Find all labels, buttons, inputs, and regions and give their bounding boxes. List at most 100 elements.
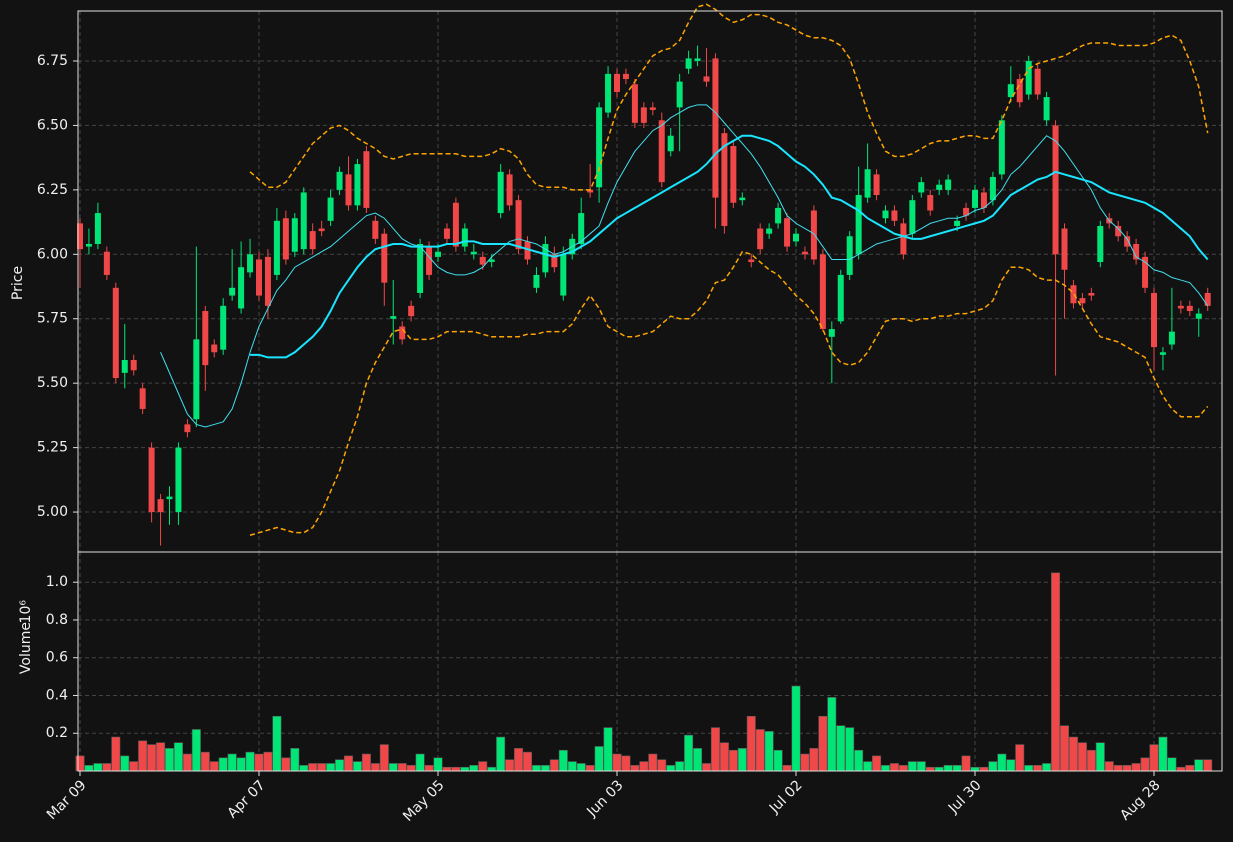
candle-body: [264, 256, 271, 306]
volume-bar: [755, 729, 765, 772]
volume-bar: [612, 753, 622, 772]
candle-body: [148, 447, 155, 513]
candle-body: [658, 120, 665, 183]
volume-bar: [809, 748, 819, 772]
volume-bar: [1060, 725, 1070, 772]
candle-body: [1151, 292, 1157, 348]
candle-body: [909, 200, 916, 234]
candle-body: [1097, 225, 1104, 263]
volume-bar: [111, 736, 121, 772]
volume-bar: [200, 751, 210, 772]
candle-body: [605, 73, 612, 113]
candle-body: [372, 220, 379, 239]
candle-body: [318, 228, 325, 232]
volume-bar: [1086, 749, 1096, 772]
candle-body: [479, 256, 486, 265]
volume-bar: [290, 748, 300, 772]
y-tick-label: 6.00: [37, 246, 68, 262]
candle-body: [139, 388, 146, 409]
volume-bar: [1042, 763, 1052, 772]
candle-body: [175, 447, 182, 513]
candle-body: [157, 499, 164, 513]
volume-bar: [576, 763, 586, 772]
candle-body: [873, 174, 880, 196]
volume-bar: [684, 734, 694, 772]
volume-bar: [648, 753, 658, 772]
candle-body: [766, 228, 773, 234]
volume-bar: [1203, 759, 1213, 772]
candle-body: [989, 176, 996, 201]
volume-bar: [719, 742, 729, 772]
volume-bar: [710, 727, 720, 772]
volume-bar: [1167, 757, 1177, 772]
volume-bar: [75, 755, 85, 772]
volume-bar: [272, 715, 282, 772]
volume-bar: [84, 765, 94, 772]
volume-bar: [1104, 761, 1114, 772]
candle-body: [112, 287, 119, 379]
candle-body: [238, 267, 245, 309]
candle-body: [166, 496, 173, 500]
candle-body: [1070, 285, 1077, 304]
candle-body: [542, 243, 549, 273]
volume-bar: [406, 765, 416, 772]
volume-bar: [961, 755, 971, 772]
candle-body: [94, 213, 101, 244]
candle-body: [1115, 225, 1122, 237]
volume-bar: [352, 761, 362, 772]
candle-body: [1195, 313, 1202, 319]
candle-body: [927, 195, 934, 211]
candle-body: [399, 326, 406, 340]
candle-body: [918, 182, 925, 193]
y-tick-label: 6.50: [37, 117, 68, 133]
volume-bar: [630, 765, 640, 772]
candle-body: [703, 76, 710, 82]
volume-bar: [370, 763, 380, 772]
volume-bar: [531, 765, 541, 772]
volume-bar: [925, 766, 935, 772]
candle-body: [184, 424, 191, 433]
volume-bar: [1068, 736, 1078, 772]
candle-body: [676, 81, 683, 108]
candle-body: [649, 107, 656, 110]
candle-body: [551, 254, 558, 268]
candle-body: [506, 174, 513, 206]
y-tick-label: 5.25: [37, 440, 68, 456]
volume-bar: [701, 763, 711, 772]
volume-bar: [728, 749, 738, 772]
candle-body: [229, 287, 236, 296]
candle-body: [757, 228, 764, 250]
volume-bar: [308, 763, 318, 772]
volume-bar: [442, 766, 452, 772]
volume-bar: [496, 736, 506, 772]
candle-body: [963, 207, 970, 216]
volume-bar: [361, 753, 371, 772]
volume-bar: [836, 725, 846, 772]
volume-bar: [585, 765, 595, 772]
candle-body: [891, 210, 898, 221]
candle-body: [300, 192, 307, 250]
volume-bar: [764, 731, 774, 772]
candle-body: [1142, 256, 1149, 288]
candle-body: [784, 218, 791, 247]
candle-body: [282, 218, 289, 260]
y-tick-label: 1.0: [46, 574, 68, 590]
candle-body: [622, 73, 629, 80]
volume-bar: [916, 761, 926, 772]
candle-body: [327, 197, 334, 221]
candle-body: [256, 259, 262, 296]
candle-body: [828, 329, 835, 337]
candle-body: [882, 210, 889, 219]
volume-bar: [979, 766, 989, 772]
volume-bar: [1006, 759, 1016, 772]
volume-bar: [245, 751, 255, 772]
volume-bar: [397, 763, 407, 772]
candle-body: [748, 259, 755, 263]
volume-bar: [943, 765, 953, 772]
volume-bar: [773, 749, 783, 772]
volume-bar: [343, 755, 353, 772]
candle-body: [998, 120, 1005, 175]
volume-bar: [889, 763, 899, 772]
volume-bar: [693, 748, 703, 772]
candle-body: [1079, 298, 1086, 304]
